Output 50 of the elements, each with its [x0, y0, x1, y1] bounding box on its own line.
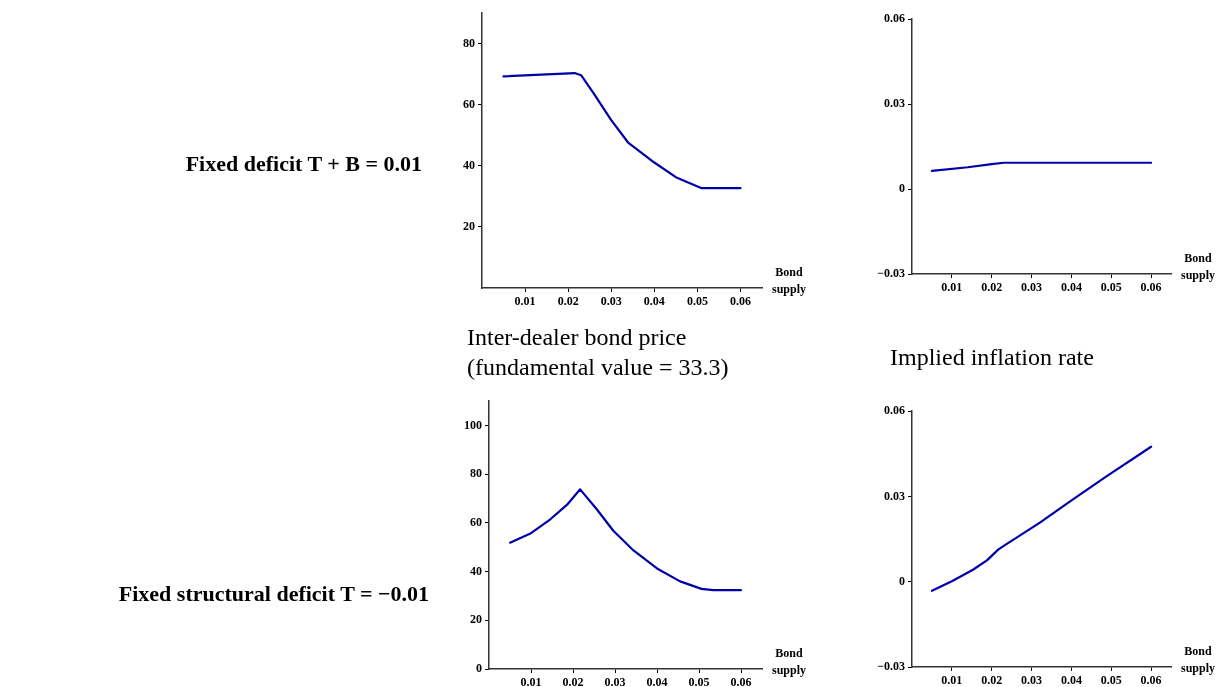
- text: Fixed deficit T + B = 0.01: [185, 151, 422, 177]
- chart-title: Implied inflation rate: [890, 343, 1095, 372]
- y-tick-label: −0.03: [877, 266, 905, 281]
- x-tick-label: 0.01: [514, 294, 536, 309]
- text: Fixed structural deficit T = −0.01: [118, 581, 429, 607]
- x-tick-label: 0.02: [557, 294, 579, 309]
- x-tick-label: 0.06: [1140, 280, 1162, 295]
- x-tick-label: 0.05: [1100, 673, 1122, 687]
- x-tick-label: 0.04: [646, 675, 668, 687]
- x-tick-label: 0.04: [1060, 280, 1082, 295]
- x-tick-label: 0.01: [520, 675, 542, 687]
- y-tick-label: 100: [464, 417, 482, 432]
- y-tick-label: 20: [463, 219, 475, 234]
- x-tick-label: 0.05: [688, 675, 710, 687]
- y-tick-label: 40: [470, 563, 482, 578]
- x-tick-label: 0.03: [1021, 673, 1043, 687]
- x-tick-label: 0.04: [1060, 673, 1082, 687]
- x-tick-label: 0.05: [1100, 280, 1122, 295]
- y-tick-label: 0: [899, 181, 905, 196]
- x-axis-title: Bond supply: [771, 645, 807, 679]
- y-tick-label: −0.03: [877, 659, 905, 674]
- x-tick-label: 0.02: [981, 280, 1003, 295]
- x-tick-label: 0.03: [1021, 280, 1043, 295]
- y-tick-label: 40: [463, 157, 475, 172]
- y-tick-label: 60: [463, 96, 475, 111]
- chart-title: Inter-dealer bond price (fundamental value = 33.3): [467, 323, 730, 382]
- x-axis-title: Bond supply: [1180, 250, 1216, 284]
- y-tick-label: 0: [476, 661, 482, 676]
- y-tick-label: 0.06: [884, 403, 905, 418]
- x-axis-title: Bond supply: [771, 264, 807, 298]
- y-tick-label: 0: [899, 573, 905, 588]
- x-tick-label: 0.01: [941, 280, 963, 295]
- x-tick-label: 0.03: [600, 294, 622, 309]
- x-tick-label: 0.02: [981, 673, 1003, 687]
- y-tick-label: 80: [470, 466, 482, 481]
- y-tick-label: 0.03: [884, 96, 905, 111]
- x-tick-label: 0.06: [730, 675, 752, 687]
- x-tick-label: 0.01: [941, 673, 963, 687]
- x-tick-label: 0.06: [1140, 673, 1162, 687]
- y-tick-label: 0.03: [884, 488, 905, 503]
- x-axis-title: Bond supply: [1180, 643, 1216, 677]
- x-tick-label: 0.02: [562, 675, 584, 687]
- x-tick-label: 0.04: [643, 294, 665, 309]
- x-tick-label: 0.06: [729, 294, 751, 309]
- y-tick-label: 0.06: [884, 11, 905, 26]
- y-tick-label: 60: [470, 515, 482, 530]
- y-tick-label: 80: [463, 35, 475, 50]
- y-tick-label: 20: [470, 612, 482, 627]
- x-tick-label: 0.03: [604, 675, 626, 687]
- x-tick-label: 0.05: [686, 294, 708, 309]
